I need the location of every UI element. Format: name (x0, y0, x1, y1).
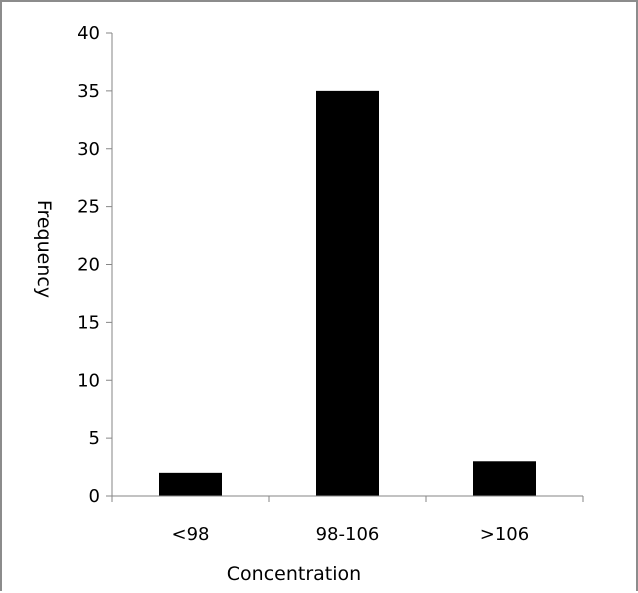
y-tick-label: 10 (77, 370, 100, 391)
bar (159, 472, 222, 496)
y-tick-label: 0 (89, 486, 100, 507)
y-tick-label: 30 (77, 139, 100, 160)
x-tick-label: <98 (172, 524, 210, 545)
x-tick-label: >106 (480, 524, 529, 545)
bar (473, 461, 536, 496)
y-tick-label: 20 (77, 255, 100, 276)
y-tick-label: 40 (77, 23, 100, 44)
y-tick-label: 5 (89, 428, 100, 449)
labels-layer: 0 5 10 15 20 25 30 35 40 <98 98-106 >106 (77, 23, 529, 545)
y-tick-label: 15 (77, 312, 100, 333)
bar (316, 90, 379, 496)
y-tick-label: 25 (77, 197, 100, 218)
ticks-layer (106, 32, 584, 502)
x-tick-label: 98-106 (316, 524, 380, 545)
y-axis-title: Frequency (33, 200, 55, 298)
x-axis-title: Concentration (227, 563, 361, 585)
bars-layer (159, 90, 536, 496)
y-tick-label: 35 (77, 81, 100, 102)
